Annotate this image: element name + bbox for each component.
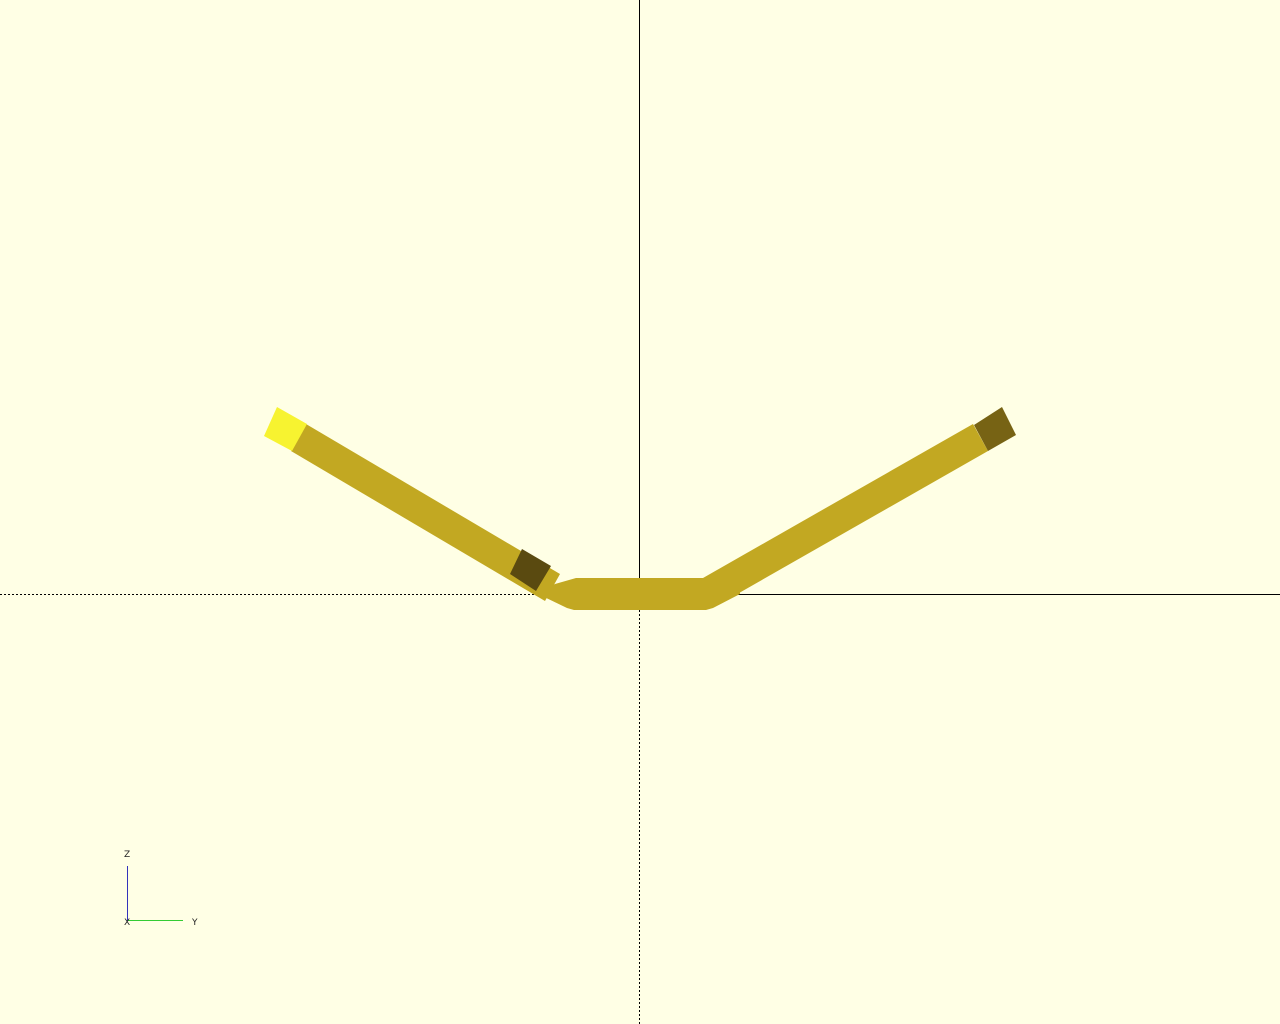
model-left-arm[interactable]	[291, 424, 560, 601]
model-right-end-face	[974, 407, 1016, 451]
model-bent-bar[interactable]	[264, 407, 1016, 610]
axes-orientation-indicator: Z X Y	[124, 850, 198, 928]
model-right-arm[interactable]	[703, 424, 988, 605]
model-center-segment[interactable]	[538, 578, 740, 610]
z-axis-label: Z	[124, 850, 130, 860]
y-axis-label: Y	[191, 918, 198, 928]
x-axis-label: X	[124, 918, 130, 928]
model-left-end-highlight	[264, 407, 307, 451]
model-left-inner-dark-face	[510, 549, 551, 591]
